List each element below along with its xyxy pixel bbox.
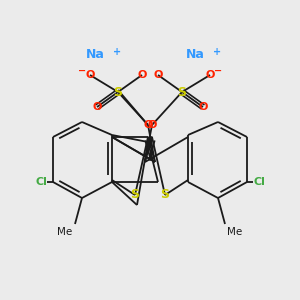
Text: O: O (205, 70, 215, 80)
Text: +: + (213, 47, 221, 57)
Text: O: O (85, 70, 95, 80)
Text: O: O (147, 120, 157, 130)
Text: O: O (92, 102, 102, 112)
Text: S: S (160, 188, 169, 202)
Text: Me: Me (57, 227, 73, 237)
Text: Cl: Cl (253, 177, 265, 187)
Text: O: O (137, 70, 147, 80)
Text: Cl: Cl (35, 177, 47, 187)
Text: S: S (130, 188, 140, 202)
Text: −: − (78, 66, 86, 76)
Text: Me: Me (227, 227, 243, 237)
Text: O: O (198, 102, 208, 112)
Text: S: S (178, 85, 187, 98)
Text: Na: Na (186, 49, 204, 62)
Text: Na: Na (85, 49, 104, 62)
Text: S: S (113, 85, 122, 98)
Text: O: O (143, 120, 153, 130)
Text: O: O (153, 70, 163, 80)
Text: +: + (113, 47, 121, 57)
Text: −: − (214, 66, 222, 76)
